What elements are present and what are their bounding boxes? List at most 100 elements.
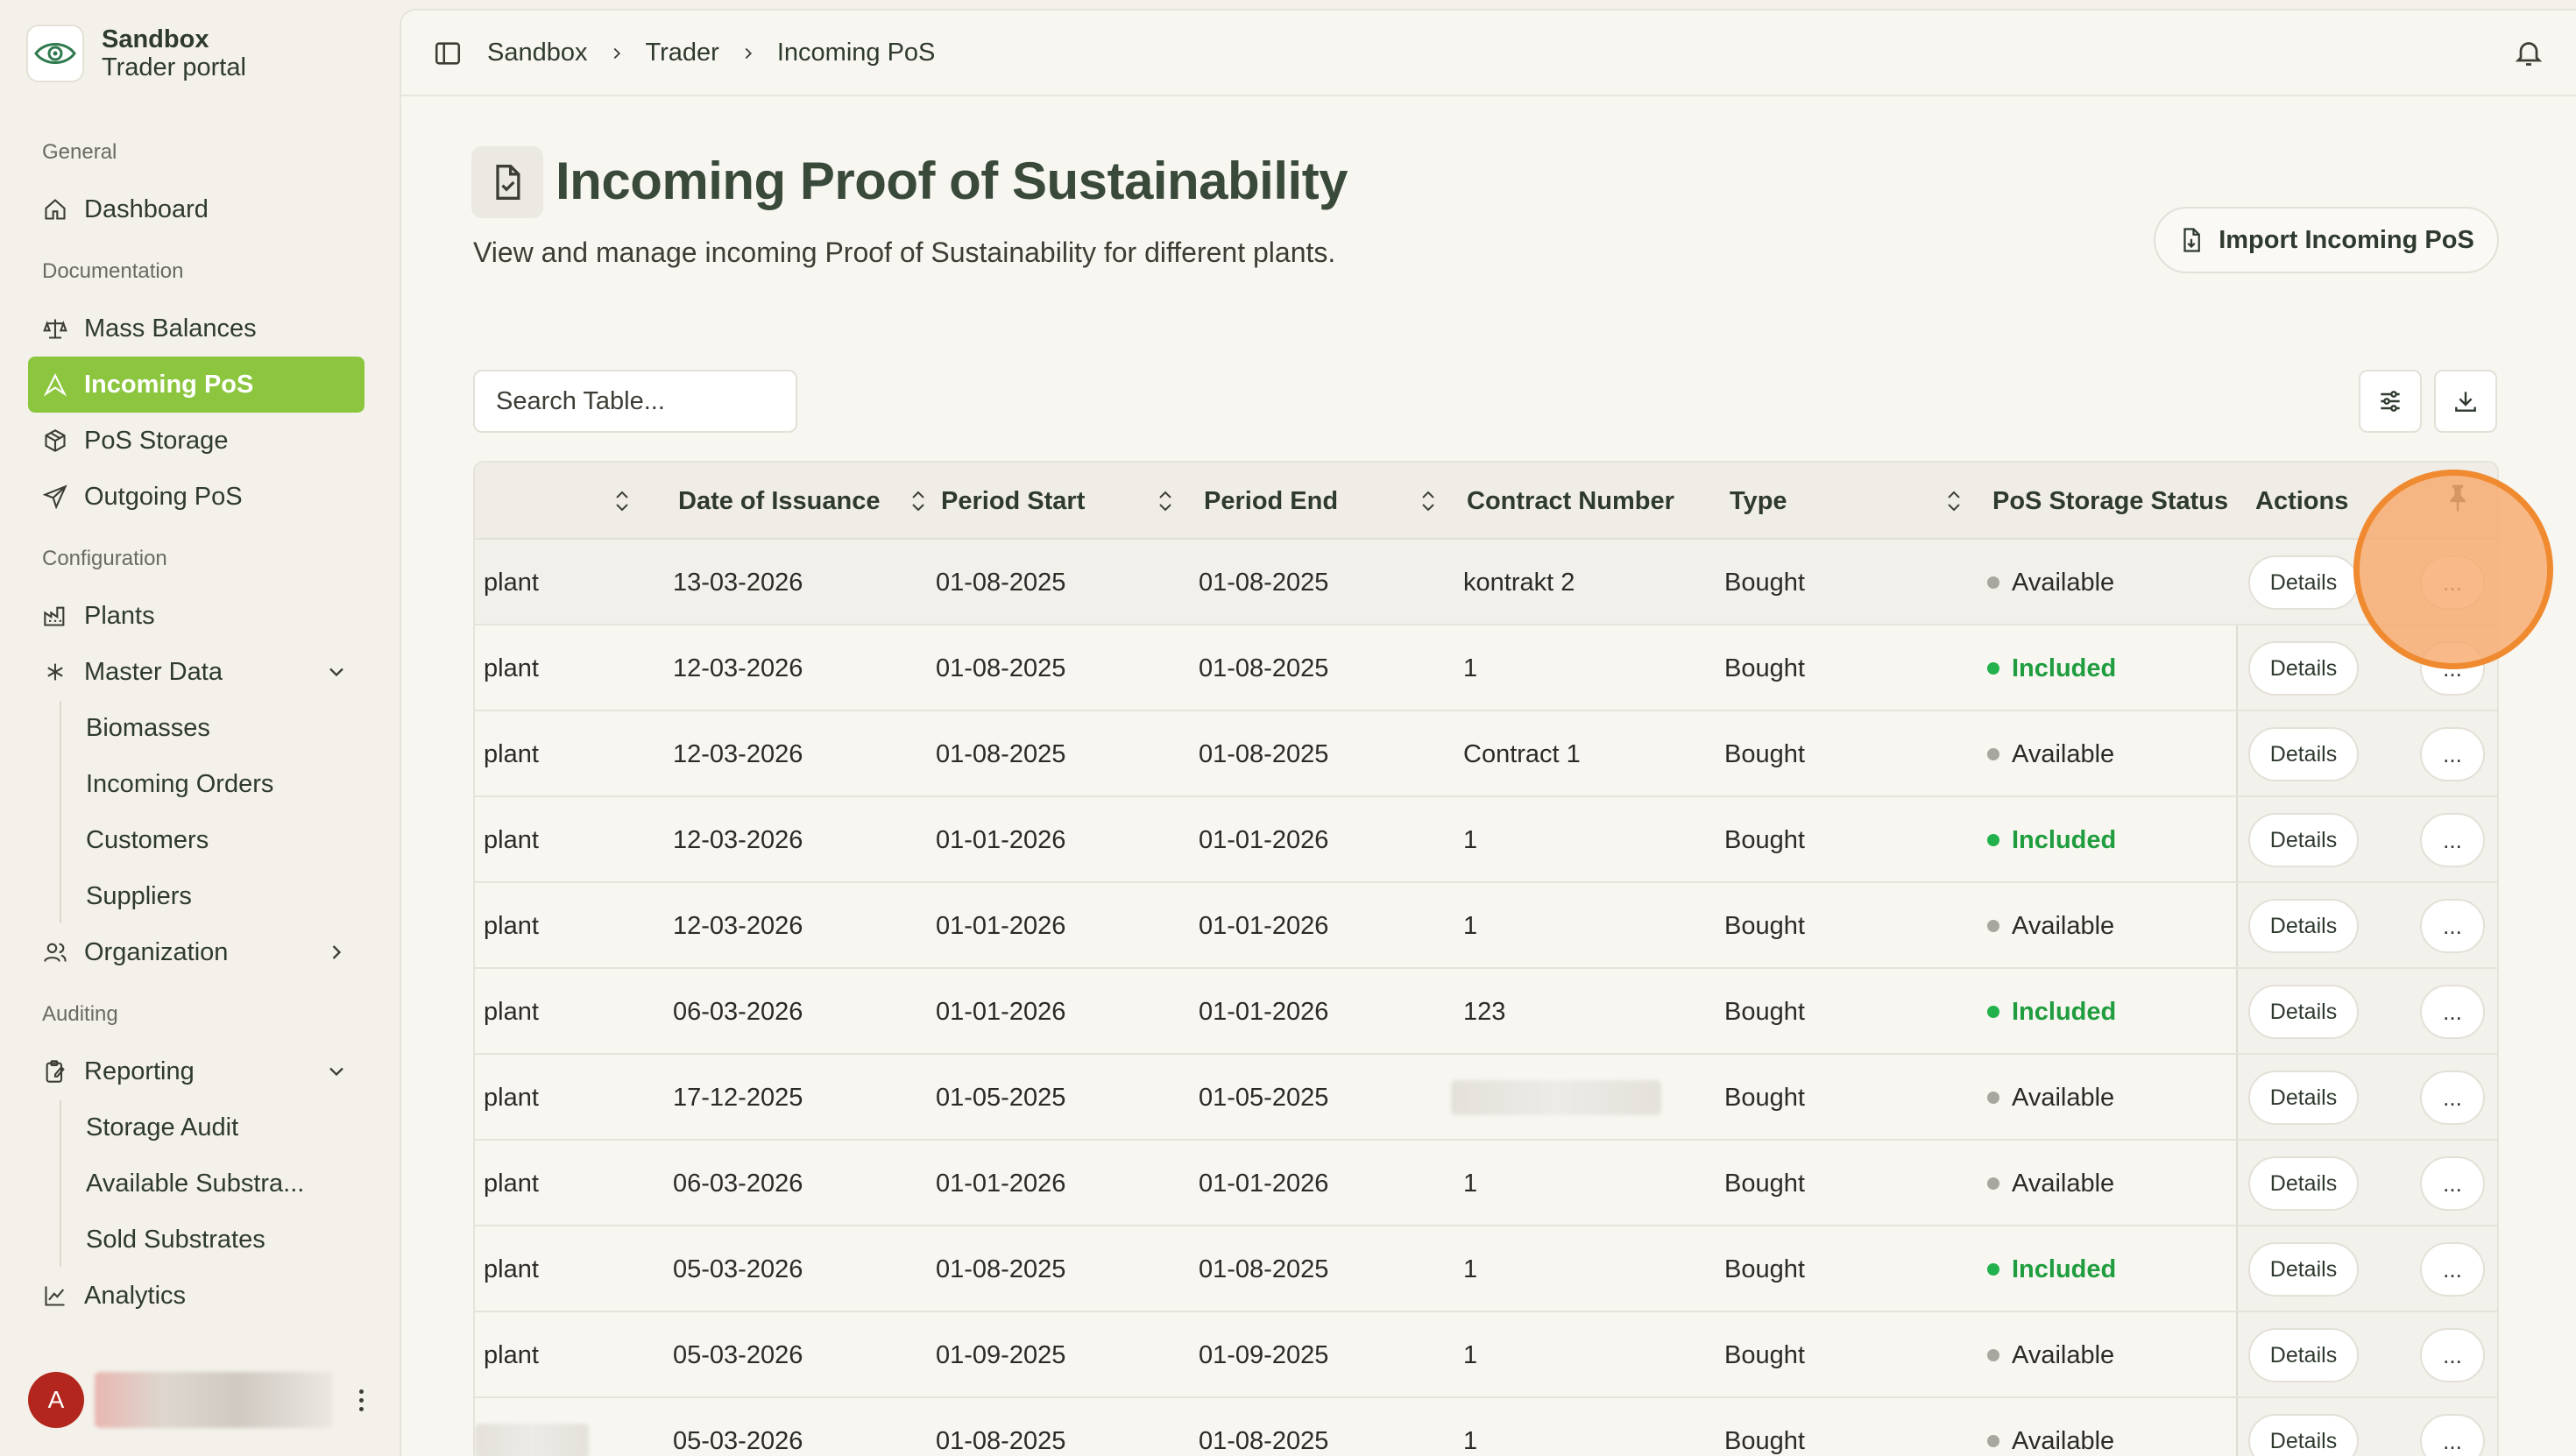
details-button[interactable]: Details: [2248, 555, 2359, 610]
table-row[interactable]: plant 12-03-2026 01-01-2026 01-01-2026 1…: [475, 797, 2497, 883]
sort-icon[interactable]: [1943, 489, 1964, 513]
details-button[interactable]: Details: [2248, 727, 2359, 781]
sort-icon[interactable]: [1418, 489, 1439, 513]
table-row[interactable]: plant 12-03-2026 01-01-2026 01-01-2026 1…: [475, 883, 2497, 969]
sidebar-item-plants[interactable]: Plants: [28, 588, 364, 644]
column-header-contract-number[interactable]: Contract Number: [1467, 486, 1674, 515]
more-actions-button[interactable]: ...: [2420, 899, 2485, 953]
send-icon: [42, 371, 68, 398]
cell-contract-number: 1: [1463, 1340, 1478, 1369]
sort-icon[interactable]: [612, 489, 633, 513]
more-vertical-icon[interactable]: [350, 1382, 372, 1417]
cell-contract-number: 1: [1463, 911, 1478, 940]
table-row[interactable]: plant 06-03-2026 01-01-2026 01-01-2026 1…: [475, 969, 2497, 1055]
sidebar-item-organization[interactable]: Organization: [28, 924, 364, 980]
cell-period-end: 01-01-2026: [1199, 825, 1329, 854]
bell-icon[interactable]: [2513, 37, 2544, 68]
sidebar-subitem-storage-audit[interactable]: Storage Audit: [86, 1113, 239, 1141]
status-badge: Included: [2012, 1255, 2117, 1283]
details-button[interactable]: Details: [2248, 1242, 2359, 1297]
cell-date-of-issuance: 06-03-2026: [673, 1169, 803, 1198]
status-dot: [1987, 1006, 1999, 1018]
more-actions-button[interactable]: ...: [2420, 1414, 2485, 1456]
column-header-date-of-issuance[interactable]: Date of Issuance: [678, 486, 881, 515]
table-row[interactable]: plant 12-03-2026 01-08-2025 01-08-2025 1…: [475, 626, 2497, 711]
sidebar-subitem-incoming-orders[interactable]: Incoming Orders: [86, 769, 274, 798]
column-header-pos-storage-status[interactable]: PoS Storage Status: [1992, 486, 2229, 515]
more-actions-button[interactable]: ...: [2420, 985, 2485, 1039]
details-button[interactable]: Details: [2248, 1071, 2359, 1125]
column-header-actions: Actions: [2255, 486, 2349, 515]
sort-icon[interactable]: [908, 489, 929, 513]
details-button[interactable]: Details: [2248, 1414, 2359, 1456]
sidebar-item-mass-balances[interactable]: Mass Balances: [28, 300, 364, 357]
details-button[interactable]: Details: [2248, 1156, 2359, 1211]
breadcrumb-item[interactable]: Sandbox: [487, 39, 588, 67]
cell-type: Bought: [1724, 997, 1805, 1026]
more-actions-button[interactable]: ...: [2420, 1328, 2485, 1382]
sidebar-item-label: Organization: [84, 937, 229, 966]
paper-plane-icon: [42, 484, 68, 510]
more-actions-button[interactable]: ...: [2420, 1156, 2485, 1211]
sidebar-item-dashboard[interactable]: Dashboard: [28, 181, 364, 237]
sidebar-item-label: Dashboard: [84, 194, 209, 223]
cell-period-end: 01-08-2025: [1199, 1255, 1329, 1283]
sidebar-subitem-suppliers[interactable]: Suppliers: [86, 881, 192, 910]
column-header-type[interactable]: Type: [1730, 486, 1787, 515]
table-row[interactable]: plant 12-03-2026 01-08-2025 01-08-2025 C…: [475, 711, 2497, 797]
breadcrumb: Sandbox Trader Incoming PoS: [487, 39, 935, 67]
search-input[interactable]: [473, 370, 797, 433]
details-button[interactable]: Details: [2248, 1328, 2359, 1382]
sidebar-item-incoming-pos[interactable]: Incoming PoS: [28, 357, 364, 413]
column-settings-button[interactable]: [2359, 370, 2422, 433]
column-header-period-start[interactable]: Period Start: [941, 486, 1086, 515]
sidebar-item-reporting[interactable]: Reporting: [28, 1043, 364, 1099]
table-row[interactable]: plant 17-12-2025 01-05-2025 01-05-2025 B…: [475, 1055, 2497, 1141]
sidebar-item-master-data[interactable]: Master Data: [28, 644, 364, 700]
cell-period-end: 01-01-2026: [1199, 997, 1329, 1026]
cell-plant: plant: [484, 1083, 539, 1112]
more-actions-button[interactable]: ...: [2420, 1071, 2485, 1125]
sidebar-subitem-sold-substrates[interactable]: Sold Substrates: [86, 1225, 265, 1254]
sidebar-subitem-customers[interactable]: Customers: [86, 825, 209, 854]
more-actions-button[interactable]: ...: [2420, 727, 2485, 781]
details-button[interactable]: Details: [2248, 985, 2359, 1039]
more-actions-button[interactable]: ...: [2420, 813, 2485, 867]
status-dot: [1987, 748, 1999, 760]
details-button[interactable]: Details: [2248, 813, 2359, 867]
file-check-icon: [471, 146, 543, 218]
user-menu[interactable]: A: [28, 1372, 372, 1428]
sidebar-item-pos-storage[interactable]: PoS Storage: [28, 413, 364, 469]
download-button[interactable]: [2434, 370, 2497, 433]
sidebar-subitem-biomasses[interactable]: Biomasses: [86, 713, 210, 742]
table-row[interactable]: plant 05-03-2026 01-08-2025 01-08-2025 1…: [475, 1226, 2497, 1312]
details-button[interactable]: Details: [2248, 641, 2359, 696]
line-chart-icon: [42, 1283, 68, 1309]
more-actions-button[interactable]: ...: [2420, 1242, 2485, 1297]
cell-pos-storage-status: Included: [1987, 626, 2116, 711]
sidebar-item-analytics[interactable]: Analytics: [28, 1268, 364, 1324]
sort-icon[interactable]: [1155, 489, 1176, 513]
status-badge: Available: [2012, 1083, 2115, 1112]
table-row[interactable]: plant 05-03-2026 01-09-2025 01-09-2025 1…: [475, 1312, 2497, 1398]
column-header-period-end[interactable]: Period End: [1204, 486, 1339, 515]
breadcrumb-item[interactable]: Trader: [645, 39, 719, 67]
brand-subtitle: Trader portal: [102, 53, 246, 81]
cell-date-of-issuance: 17-12-2025: [673, 1083, 803, 1112]
table-row[interactable]: plant 06-03-2026 01-01-2026 01-01-2026 1…: [475, 1141, 2497, 1226]
main-content: Sandbox Trader Incoming PoS Incoming Pro…: [400, 9, 2576, 1456]
table-row[interactable]: 05-03-2026 01-08-2025 01-08-2025 1 Bough…: [475, 1398, 2497, 1456]
brand-name: Sandbox: [102, 25, 209, 53]
brand[interactable]: Sandbox Trader portal: [26, 25, 246, 82]
details-button[interactable]: Details: [2248, 899, 2359, 953]
sidebar-subitem-available-substrates[interactable]: Available Substra...: [86, 1169, 305, 1198]
cell-period-end: 01-09-2025: [1199, 1340, 1329, 1369]
user-name-redacted: [95, 1372, 333, 1428]
import-incoming-pos-button[interactable]: Import Incoming PoS: [2154, 207, 2499, 273]
cell-type: Bought: [1724, 1169, 1805, 1198]
pos-table: Date of Issuance Period Start Period End…: [473, 461, 2499, 1456]
sidebar-item-outgoing-pos[interactable]: Outgoing PoS: [28, 469, 364, 525]
table-row[interactable]: plant 13-03-2026 01-08-2025 01-08-2025 k…: [475, 540, 2497, 626]
sidebar-toggle-icon[interactable]: [433, 39, 463, 68]
cell-contract-number: 1: [1463, 654, 1478, 682]
